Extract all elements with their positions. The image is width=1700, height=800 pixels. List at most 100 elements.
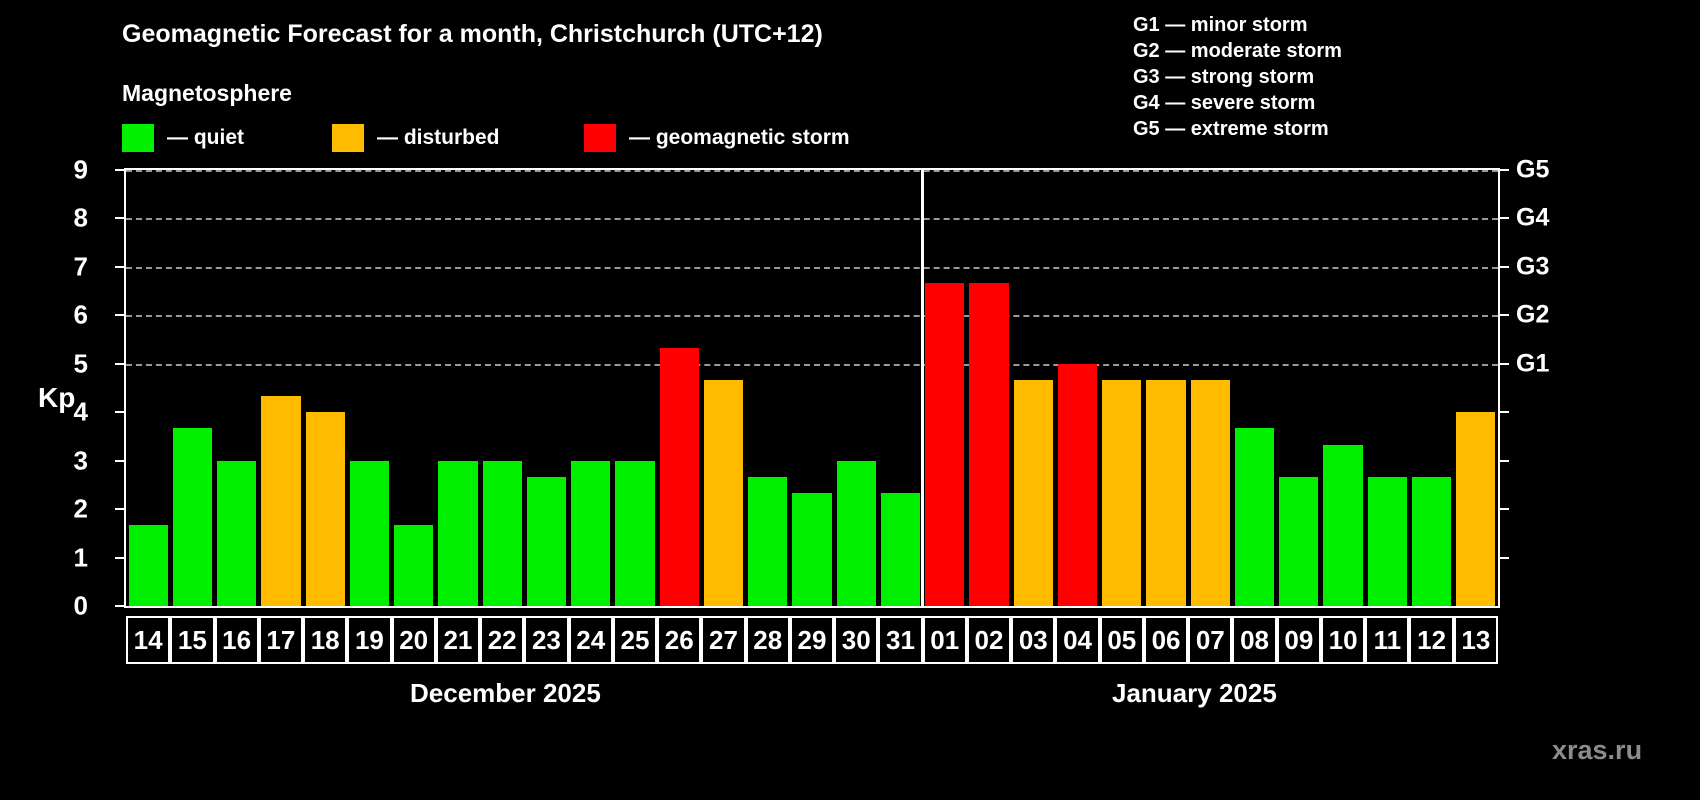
date-axis: 14 15 16 17 18 19 20 21 22 23 24 25 26 27 28 29 30 31 01 02… [124,616,1500,664]
y-tick-label-7: 7 [73,251,88,282]
g-tick-mark-kp-9 [1498,169,1509,171]
bar-series [126,170,1498,606]
magnetosphere-label: Magnetosphere [122,80,292,106]
bar-30 [836,460,876,606]
date-cell-16: 16 [214,616,259,664]
legend-item-quiet: — quiet [122,124,244,152]
y-tick-mark-8 [115,217,126,220]
bar-04 [1057,363,1098,606]
bar-10 [1323,444,1363,606]
bar-25 [615,460,655,606]
g-tick-mark-kp-4 [1498,411,1509,414]
date-cell-20: 20 [391,616,436,664]
bar-21 [438,460,478,606]
y-tick-mark-4 [115,411,126,414]
gridline-kp-9 [126,170,1498,172]
y-tick-label-1: 1 [73,542,88,573]
g-tick-label-G3: G3 [1516,252,1550,281]
bar-18 [305,412,345,606]
bar-06 [1146,379,1186,606]
bar-28 [748,476,788,606]
date-cell-06: 06 [1143,616,1189,664]
bar-31 [880,493,921,606]
bar-03 [1013,379,1053,606]
bar-08 [1234,428,1275,606]
g-tick-label-G2: G2 [1516,300,1550,329]
bar-05 [1102,379,1142,606]
date-cell-21: 21 [435,616,481,664]
gridline-kp-7 [126,266,1498,269]
date-cell-24: 24 [568,616,613,664]
g-tick-label-G4: G4 [1516,203,1550,232]
bar-24 [571,460,611,606]
bar-23 [526,476,567,606]
bar-15 [172,428,212,606]
g-tick-label-G5: G5 [1516,155,1550,184]
legend-item-disturbed: — disturbed [332,124,500,152]
bar-27 [703,379,744,606]
month-label: January 2025 [1112,678,1277,708]
bar-16 [217,460,257,606]
bar-14 [128,525,168,606]
date-cell-12: 12 [1409,616,1454,664]
g-tick-label-G1: G1 [1516,349,1550,378]
page-title: Geomagnetic Forecast for a month, Christ… [122,20,823,48]
date-cell-04: 04 [1055,616,1100,664]
date-cell-19: 19 [347,616,392,664]
date-cell-18: 18 [303,616,348,664]
date-cell-09: 09 [1276,616,1321,664]
y-tick-label-4: 4 [73,396,88,427]
date-cell-17: 17 [258,616,304,664]
g-scale-row-1: G1 — minor storm [1133,14,1308,36]
y-tick-mark-5 [115,362,126,365]
y-tick-mark-6 [115,314,126,317]
g-scale-row-3: G3 — strong storm [1133,66,1315,88]
bar-01 [925,282,965,606]
bar-19 [349,460,390,606]
bar-09 [1279,476,1319,606]
bar-26 [659,347,699,606]
bar-07 [1190,379,1230,606]
y-tick-mark-0 [115,605,126,607]
date-cell-11: 11 [1365,616,1410,664]
legend-item-label: — quiet [167,126,244,149]
bar-11 [1367,476,1407,606]
y-tick-mark-3 [115,459,126,462]
date-cell-22: 22 [480,616,525,664]
date-cell-10: 10 [1320,616,1366,664]
date-cell-01: 01 [922,616,967,664]
date-cell-14: 14 [126,616,171,664]
y-tick-mark-7 [115,265,126,268]
date-cell-25: 25 [612,616,658,664]
red-swatch-icon [584,124,616,152]
legend-item-label: — disturbed [377,126,500,149]
y-tick-label-9: 9 [73,154,88,185]
g-scale-row-5: G5 — extreme storm [1133,118,1329,140]
green-swatch-icon [122,124,154,152]
date-cell-29: 29 [789,616,835,664]
y-tick-mark-9 [115,169,126,171]
legend-item-geomagnetic-storm: — geomagnetic storm [584,124,850,152]
date-cell-28: 28 [745,616,790,664]
date-cell-13: 13 [1453,616,1498,664]
bar-02 [969,282,1009,606]
y-tick-mark-1 [115,556,126,559]
g-scale-row-2: G2 — moderate storm [1133,40,1342,62]
y-tick-label-8: 8 [73,202,88,233]
bar-17 [261,396,301,606]
bar-22 [482,460,522,606]
date-cell-15: 15 [170,616,215,664]
bar-29 [792,493,832,606]
gridline-kp-6 [126,315,1498,318]
y-tick-label-2: 2 [73,493,88,524]
g-tick-mark-kp-5 [1498,362,1509,365]
y-tick-label-0: 0 [73,590,88,621]
g-tick-mark-kp-7 [1498,265,1509,268]
plot-area [124,168,1500,608]
y-tick-label-3: 3 [73,445,88,476]
date-cell-02: 02 [966,616,1012,664]
date-cell-03: 03 [1011,616,1056,664]
g-tick-mark-kp-8 [1498,217,1509,220]
g-tick-mark-kp-3 [1498,459,1509,462]
